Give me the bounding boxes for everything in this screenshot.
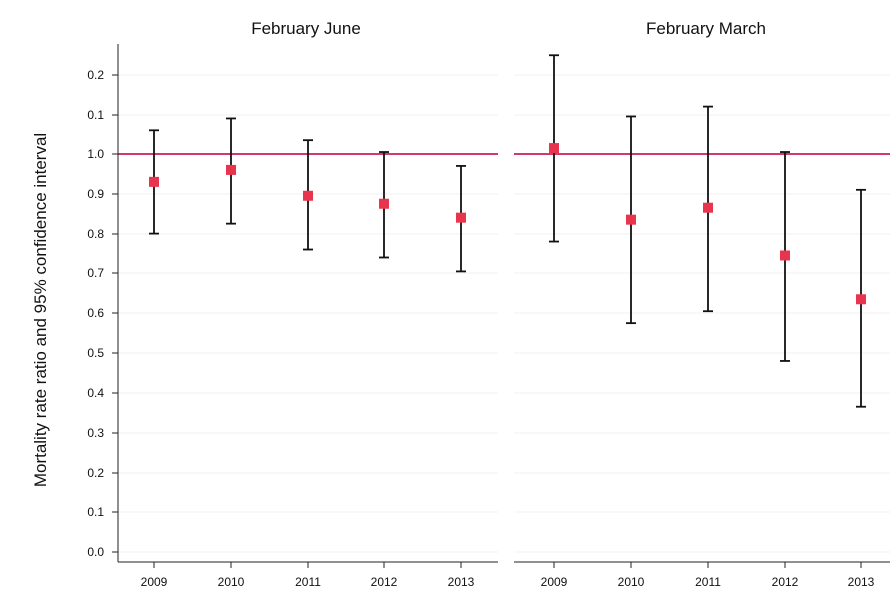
x-tick-label: 2012 <box>772 575 799 589</box>
y-tick-label: 0.5 <box>87 346 104 360</box>
x-tick-label: 2011 <box>695 575 721 589</box>
y-tick-label: 0.4 <box>87 386 104 400</box>
y-tick-label: 0.2 <box>87 68 104 82</box>
y-tick-label: 0.9 <box>87 187 104 201</box>
data-point <box>703 202 713 213</box>
x-tick-label: 2013 <box>448 575 475 589</box>
y-tick-label: 1.0 <box>87 147 104 161</box>
y-tick-label: 0.6 <box>87 306 104 320</box>
x-tick-label: 2013 <box>848 575 875 589</box>
x-tick-label: 2010 <box>618 575 645 589</box>
data-point <box>456 212 466 223</box>
data-point <box>149 176 159 187</box>
y-tick-label: 0.8 <box>87 227 104 241</box>
x-tick-label: 2009 <box>541 575 568 589</box>
x-tick-label: 2009 <box>141 575 168 589</box>
y-tick-label: 0.7 <box>87 266 104 280</box>
data-point <box>379 198 389 209</box>
panel-title-february-march: February March <box>646 19 766 38</box>
panel-february-june: February June 2009 2010 2011 2012 2013 <box>118 19 498 589</box>
data-point <box>303 190 313 201</box>
y-tick-label: 0.3 <box>87 426 104 440</box>
y-axis-label: Mortality rate ratio and 95% confidence … <box>31 133 50 487</box>
panel-february-march: February March 2009 2010 2011 2012 2013 <box>514 19 890 589</box>
y-tick-label: 0.0 <box>87 545 104 559</box>
data-point <box>226 164 236 175</box>
x-tick-label: 2012 <box>371 575 398 589</box>
data-point <box>549 143 559 154</box>
data-point <box>856 294 866 305</box>
y-tick-label: 0.2 <box>87 466 104 480</box>
x-tick-label: 2011 <box>295 575 321 589</box>
data-point <box>626 214 636 225</box>
panel-title-february-june: February June <box>251 19 361 38</box>
y-tick-label: 0.1 <box>87 108 104 122</box>
x-tick-label: 2010 <box>218 575 245 589</box>
y-tick-label: 0.1 <box>87 505 104 519</box>
data-point <box>780 250 790 261</box>
